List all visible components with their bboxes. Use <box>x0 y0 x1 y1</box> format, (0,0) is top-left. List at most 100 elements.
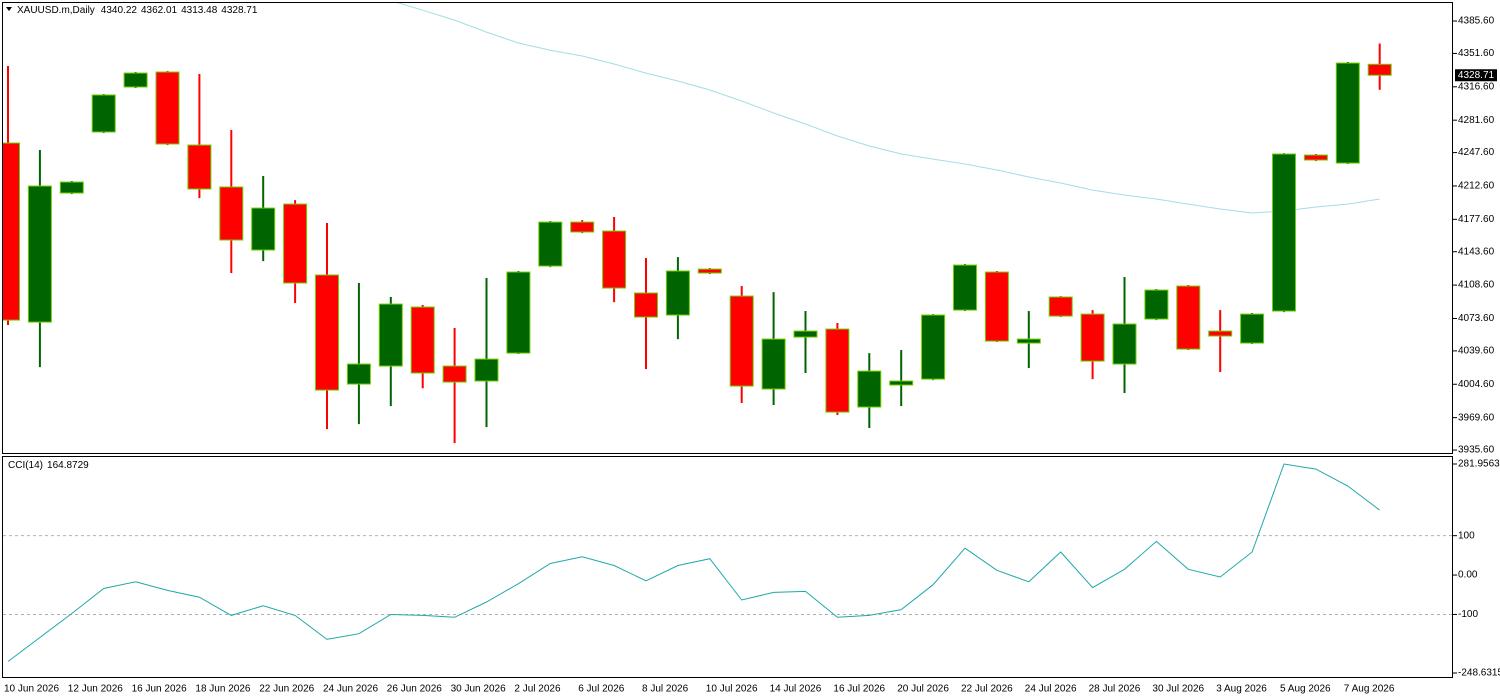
low-value: 4313.48 <box>181 5 218 16</box>
cci-last-value: 164.8729 <box>47 460 89 471</box>
y-tick-label: 100 <box>1458 530 1475 541</box>
x-tick-label: 10 Jul 2026 <box>706 684 758 695</box>
chart-header: XAUUSD.m,Daily 4340.22 4362.01 4313.48 4328.… <box>17 5 258 16</box>
candle-body <box>1016 338 1041 344</box>
candle-body <box>761 338 786 390</box>
y-tick-label: -100 <box>1458 609 1478 620</box>
y-tick-label: -248.6315 <box>1458 668 1500 679</box>
candle-body <box>3 142 20 321</box>
x-tick-label: 5 Aug 2026 <box>1280 684 1331 695</box>
x-tick-label: 12 Jun 2026 <box>68 684 123 695</box>
candle-body <box>570 221 595 233</box>
y-tick-label: 4143.60 <box>1458 246 1495 257</box>
cci-title: CCI(14) <box>8 460 43 471</box>
candle-body <box>953 264 977 311</box>
y-tick-label: 4212.60 <box>1458 181 1495 192</box>
candle-body <box>474 358 499 382</box>
candle-body <box>155 71 180 145</box>
x-tick-label: 14 Jul 2026 <box>770 684 822 695</box>
x-tick-label: 30 Jun 2026 <box>451 684 506 695</box>
x-tick-label: 3 Aug 2026 <box>1216 684 1267 695</box>
main-panel-frame <box>2 2 1453 454</box>
y-tick-label: 4073.60 <box>1458 313 1495 324</box>
y-tick-label: 3969.60 <box>1458 412 1495 423</box>
x-tick-label: 8 Jul 2026 <box>642 684 689 695</box>
candle-body <box>283 203 308 284</box>
high-value: 4362.01 <box>141 5 178 16</box>
candle-body <box>538 221 563 267</box>
price-tag <box>1455 69 1497 82</box>
candle-body <box>889 380 914 386</box>
candle-body <box>346 363 371 385</box>
cci-line <box>7 463 1381 662</box>
x-tick-label: 6 Jul 2026 <box>578 684 625 695</box>
x-tick-label: 24 Jun 2026 <box>323 684 378 695</box>
candle-body <box>984 271 1009 342</box>
cci-panel-frame <box>2 456 1453 678</box>
candle-body <box>1367 63 1392 76</box>
price-plot <box>3 3 1392 444</box>
candle-body <box>123 72 148 88</box>
x-tick-label: 22 Jul 2026 <box>961 684 1013 695</box>
candle-body <box>1176 285 1201 350</box>
candle-body <box>187 144 212 190</box>
y-tick-label: 281.9563 <box>1458 459 1500 470</box>
candle-body <box>857 370 882 408</box>
candle-body <box>442 365 467 383</box>
x-tick-label: 16 Jul 2026 <box>833 684 885 695</box>
candle-body <box>1335 62 1360 164</box>
x-tick-label: 7 Aug 2026 <box>1344 684 1395 695</box>
y-tick-label: 4281.60 <box>1458 115 1495 126</box>
symbol-title: XAUUSD.m,Daily <box>17 5 95 16</box>
candle-body <box>27 185 52 323</box>
close-value: 4328.71 <box>221 5 258 16</box>
y-tick-label: 4177.60 <box>1458 214 1495 225</box>
candle-body <box>1080 313 1105 362</box>
candle-body <box>251 207 276 251</box>
y-tick-label: 4004.60 <box>1458 379 1495 390</box>
cci-header: CCI(14) 164.8729 <box>8 460 89 471</box>
y-tick-label: 0.00 <box>1458 570 1478 581</box>
y-tick-label: 4385.60 <box>1458 16 1495 27</box>
x-tick-label: 30 Jul 2026 <box>1152 684 1204 695</box>
x-tick-label: 24 Jul 2026 <box>1025 684 1077 695</box>
candle-body <box>1048 296 1073 317</box>
x-tick-label: 26 Jun 2026 <box>387 684 442 695</box>
candle-body <box>1272 153 1296 312</box>
candle-body <box>1303 154 1328 161</box>
price-tag-label: 4328.71 <box>1458 70 1495 81</box>
cci-plot <box>3 463 1452 662</box>
y-tick-label: 3935.60 <box>1458 445 1495 456</box>
candle-body <box>1208 330 1233 337</box>
candle-body <box>825 328 850 413</box>
x-tick-label: 18 Jun 2026 <box>195 684 250 695</box>
moving-average-line <box>397 3 1380 214</box>
y-tick-label: 4108.60 <box>1458 280 1495 291</box>
x-tick-label: 20 Jul 2026 <box>897 684 949 695</box>
menu-arrow[interactable] <box>6 7 12 11</box>
candle-body <box>1144 289 1169 320</box>
candle-body <box>219 186 244 241</box>
candle-body <box>697 268 722 274</box>
y-tick-label: 4316.60 <box>1458 81 1495 92</box>
candle-body <box>921 314 946 380</box>
candle-body <box>59 181 84 194</box>
candle-body <box>378 303 403 367</box>
y-tick-label: 4351.60 <box>1458 48 1495 59</box>
candle-body <box>602 230 627 289</box>
candle-body <box>793 330 818 338</box>
candle-body <box>1112 323 1137 365</box>
candle-body <box>665 270 690 316</box>
candle-body <box>410 306 435 374</box>
x-tick-label: 16 Jun 2026 <box>132 684 187 695</box>
x-tick-label: 28 Jul 2026 <box>1089 684 1141 695</box>
y-tick-label: 4247.60 <box>1458 147 1495 158</box>
candle-body <box>1240 313 1265 344</box>
candle-body <box>729 295 754 387</box>
x-tick-label: 2 Jul 2026 <box>514 684 561 695</box>
x-tick-label: 22 Jun 2026 <box>259 684 314 695</box>
candle-body <box>506 271 531 354</box>
open-value: 4340.22 <box>101 5 138 16</box>
candle-body <box>634 292 658 318</box>
